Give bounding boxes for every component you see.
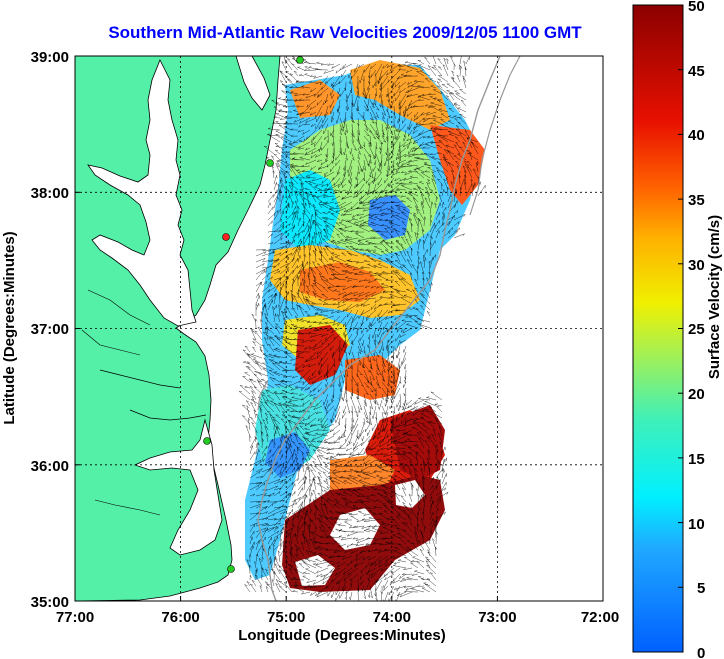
velocity-arrows [238, 56, 486, 601]
x-tick-label: 75:00 [267, 609, 305, 626]
colorbar-tick-label: 5 [697, 580, 705, 597]
velocity-arrow-paths [238, 56, 486, 601]
station-marker [296, 56, 304, 64]
station-marker [203, 437, 211, 445]
station-marker [227, 565, 235, 573]
y-tick-label: 36:00 [31, 458, 69, 475]
chart-title: Southern Mid-Atlantic Raw Velocities 200… [108, 23, 582, 42]
colorbar-tick-label: 0 [697, 645, 705, 659]
y-axis-label: Latitude (Degrees:Minutes) [1, 231, 18, 424]
y-tick-label: 39:00 [31, 49, 69, 66]
colorbar-tick-label: 25 [688, 321, 705, 338]
station-marker [266, 159, 274, 167]
colorbar-tick-label: 30 [688, 257, 705, 274]
y-tick-labels: 39:00 38:00 37:00 36:00 35:00 [31, 49, 69, 611]
colorbar-label: Surface Velocity (cm/s) [706, 215, 723, 379]
isobath-contour-2 [257, 56, 521, 411]
delaware-bay [235, 56, 271, 111]
colorbar-tick-label: 20 [688, 386, 705, 403]
colorbar-tick-labels: 50 45 40 35 30 25 20 15 10 5 0 [688, 0, 705, 659]
y-tick-label: 35:00 [31, 594, 69, 611]
x-tick-label: 74:00 [373, 609, 411, 626]
colorbar-tick-label: 10 [688, 516, 705, 533]
x-tick-label: 73:00 [478, 609, 516, 626]
x-tick-label: 76:00 [161, 609, 199, 626]
pamlico-sound [133, 418, 223, 556]
colorbar-tick-label: 40 [688, 127, 705, 144]
y-tick-label: 38:00 [31, 185, 69, 202]
colorbar-ticks [678, 4, 683, 653]
tick-marks [74, 55, 604, 602]
x-tick-label: 77:00 [56, 609, 94, 626]
colorbar-tick-label: 50 [688, 0, 705, 15]
albemarle-sound [99, 369, 207, 421]
y-tick-label: 37:00 [31, 321, 69, 338]
colorbar [632, 4, 684, 653]
x-axis-label: Longitude (Degrees:Minutes) [238, 627, 446, 644]
station-marker [222, 233, 230, 241]
radar-stations [203, 56, 304, 573]
grid-lines [75, 56, 603, 601]
x-tick-label: 72:00 [581, 609, 619, 626]
colorbar-tick-label: 35 [688, 192, 705, 209]
isobath-contour [257, 56, 501, 601]
colorbar-tick-label: 45 [688, 63, 705, 80]
x-tick-labels: 77:00 76:00 75:00 74:00 73:00 72:00 [56, 609, 619, 626]
colorbar-tick-label: 15 [688, 451, 705, 468]
river-lines [81, 289, 161, 516]
chesapeake-bay [87, 59, 197, 327]
